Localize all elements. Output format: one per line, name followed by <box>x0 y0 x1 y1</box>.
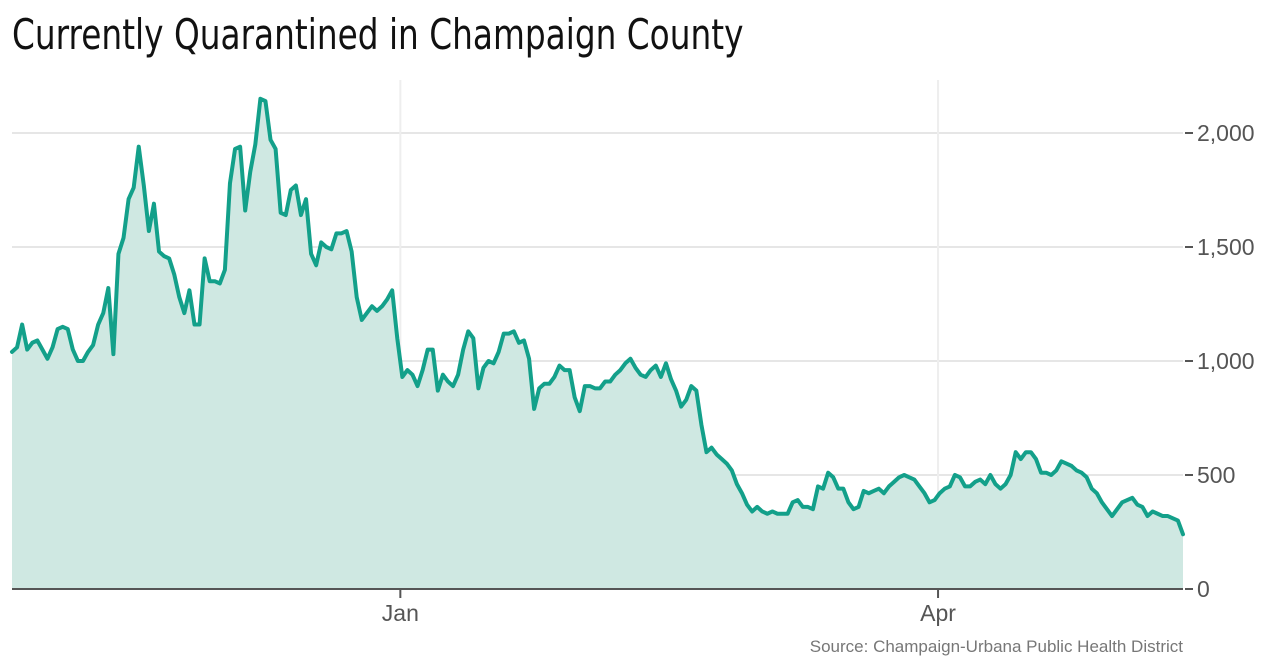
x-axis: Jan Apr <box>12 588 1183 626</box>
series-area-fill <box>12 98 1183 590</box>
y-tick-label: 1,000 <box>1197 348 1255 374</box>
y-tick-label: 0 <box>1197 576 1210 602</box>
series-line <box>10 96 1185 537</box>
y-axis: 0 500 1,000 1,500 2,000 <box>1185 120 1255 602</box>
x-tick-label: Jan <box>382 600 419 626</box>
y-tick-label: 1,500 <box>1197 234 1255 260</box>
y-tick-label: 500 <box>1197 462 1235 488</box>
chart-title: Currently Quarantined in Champaign Count… <box>12 10 744 59</box>
x-tick-label: Apr <box>920 600 956 626</box>
y-tick-label: 2,000 <box>1197 120 1255 146</box>
source-note: Source: Champaign-Urbana Public Health D… <box>810 637 1183 656</box>
